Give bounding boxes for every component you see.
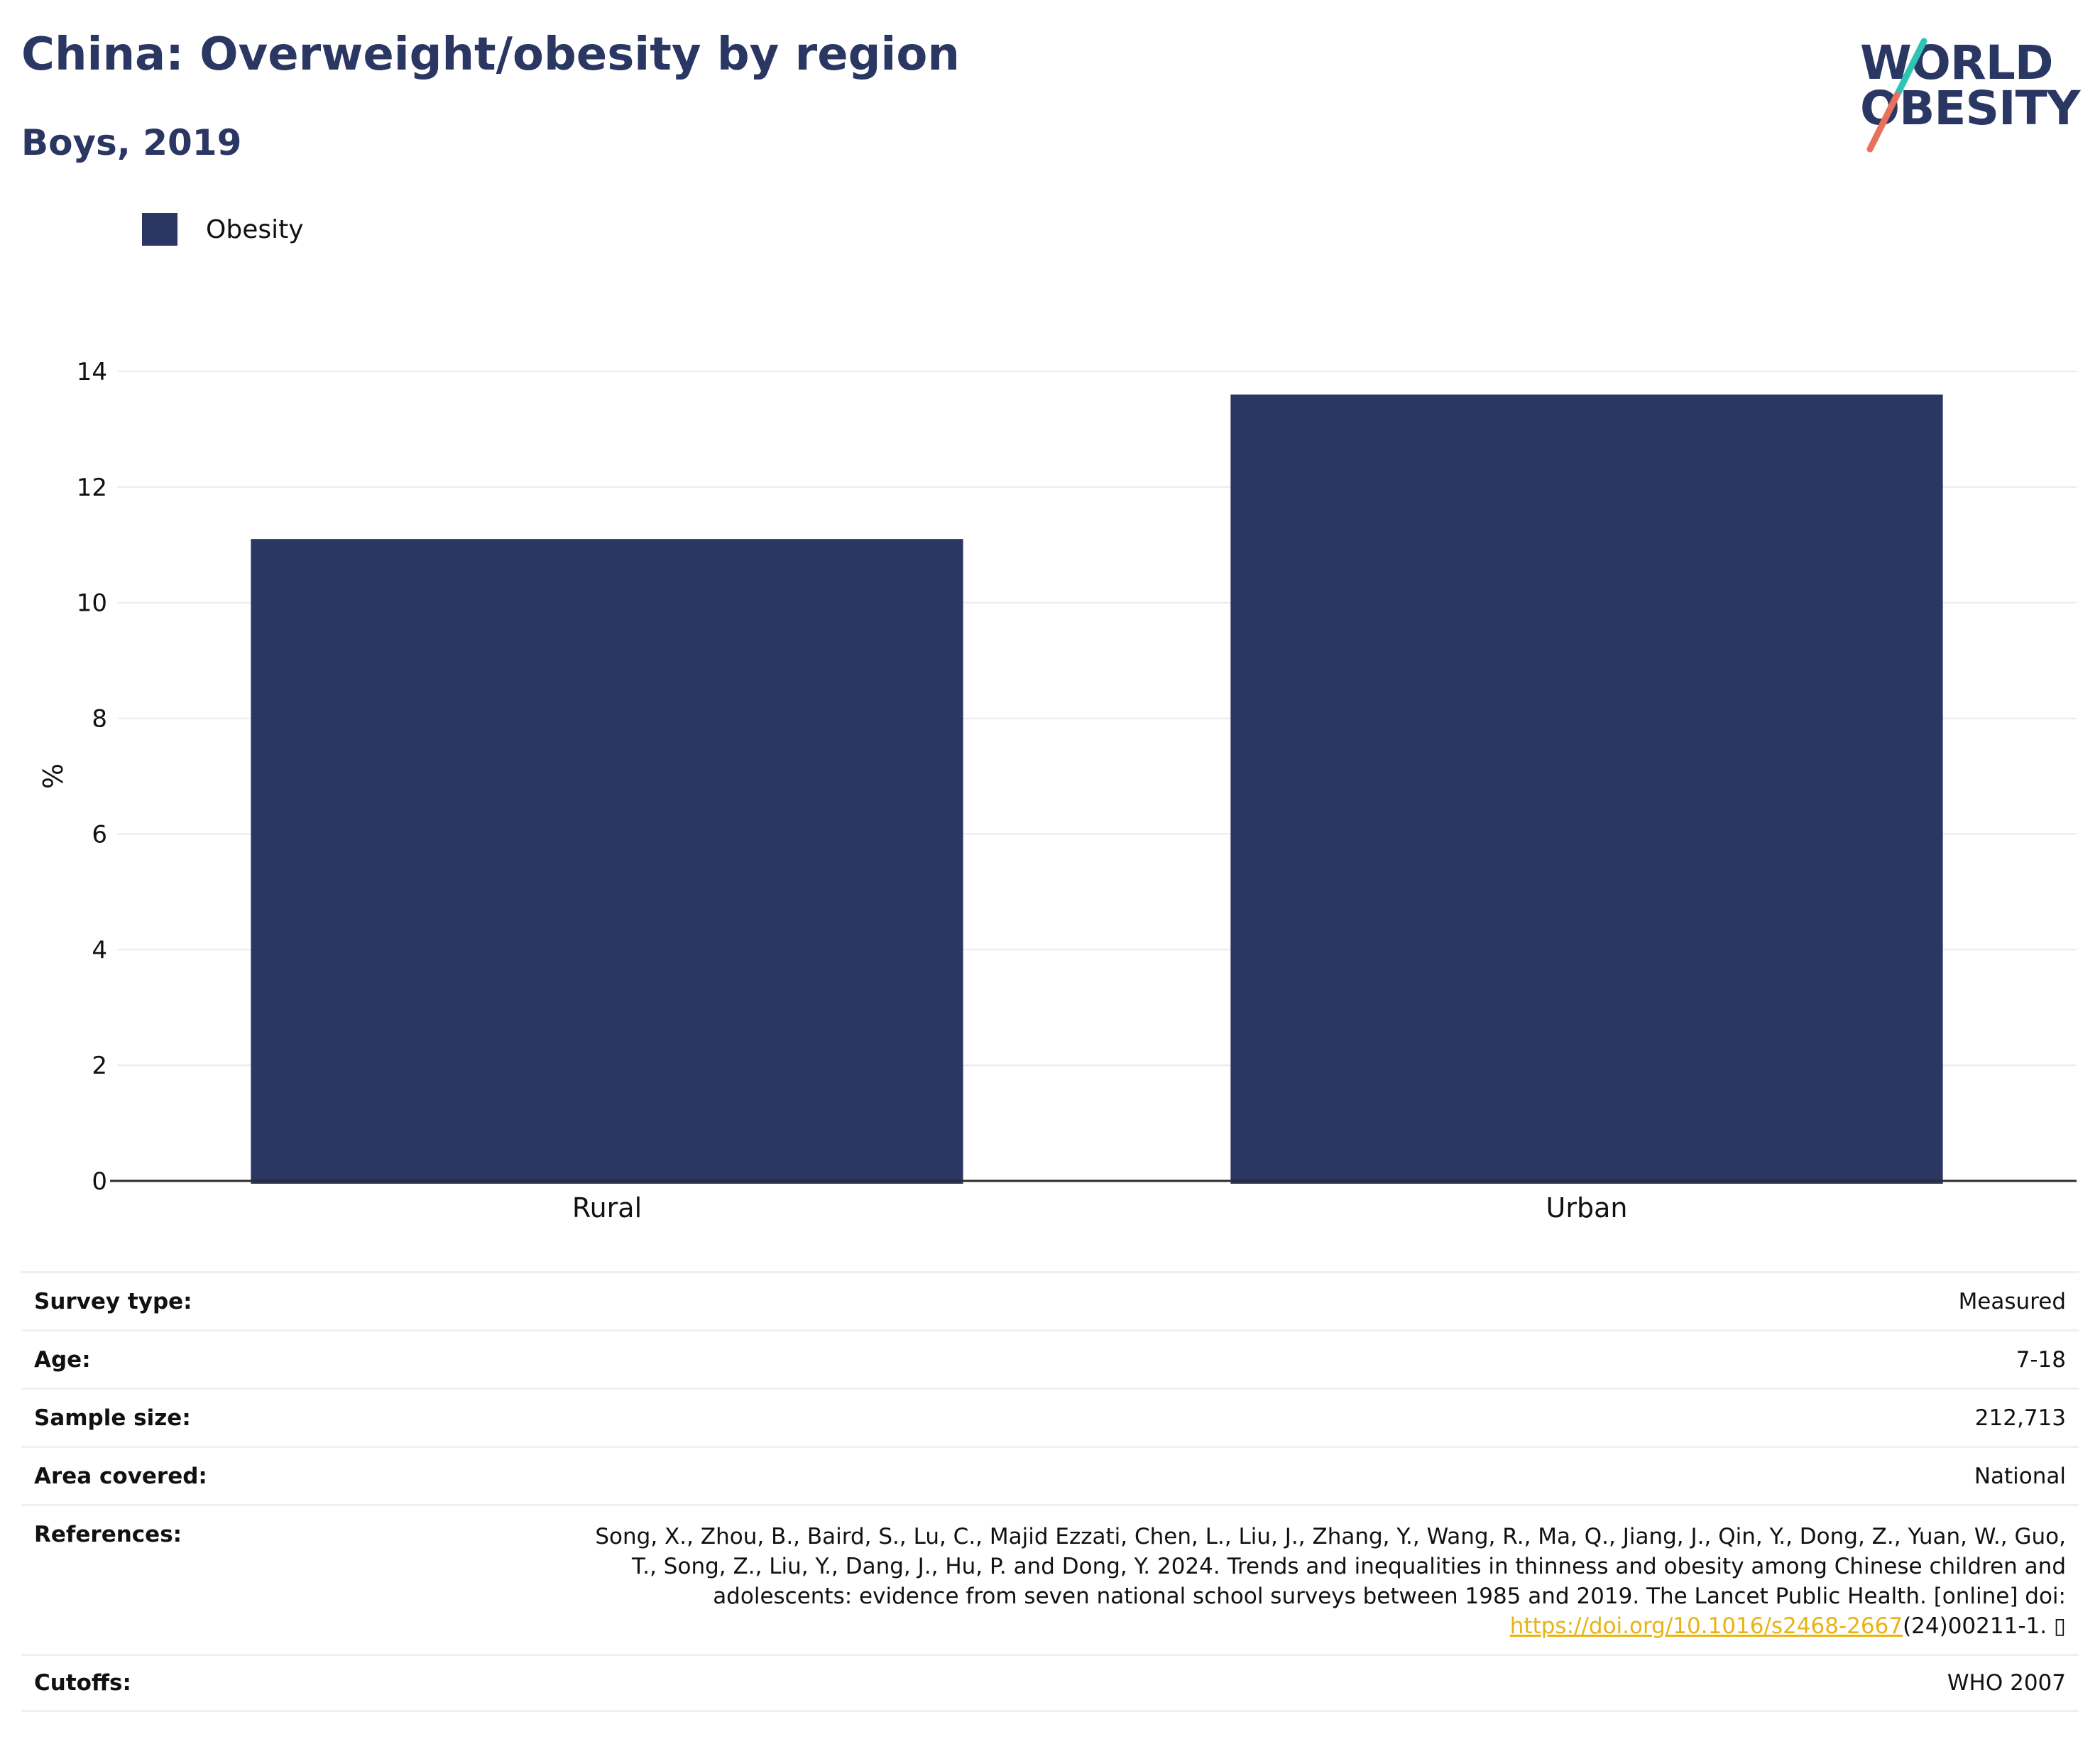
- x-axis-categories: Rural Urban: [572, 1192, 1628, 1224]
- info-row-sample-size: Sample size: 212,713: [21, 1388, 2079, 1446]
- y-tick-label: 0: [92, 1167, 107, 1196]
- info-row-cutoffs: Cutoffs: WHO 2007: [21, 1654, 2079, 1712]
- references-value: Song, X., Zhou, B., Baird, S., Lu, C., M…: [589, 1522, 2066, 1641]
- y-tick-label: 8: [92, 705, 107, 734]
- survey-type-value: Measured: [1958, 1288, 2066, 1314]
- x-category-label: Rural: [572, 1192, 642, 1224]
- logo-text-line1: WORLD: [1860, 36, 2054, 90]
- age-value: 7-18: [2016, 1346, 2066, 1373]
- area-covered-value: National: [1974, 1463, 2066, 1489]
- legend-swatch-obesity[interactable]: [142, 213, 177, 246]
- y-tick-label: 14: [77, 358, 107, 386]
- sample-size-value: 212,713: [1974, 1405, 2066, 1431]
- bar-chart: 0 2 4 6 8 10 12 14 Rural Urban %: [36, 358, 2077, 1224]
- legend-label-obesity[interactable]: Obesity: [206, 214, 304, 244]
- cutoffs-label: Cutoffs:: [34, 1670, 131, 1696]
- info-row-age: Age: 7-18: [21, 1329, 2079, 1388]
- references-doi-link[interactable]: https://doi.org/10.1016/s2468-2667: [1509, 1613, 1903, 1639]
- y-axis-ticks: 0 2 4 6 8 10 12 14: [77, 358, 107, 1196]
- y-axis-label: %: [36, 763, 67, 789]
- world-obesity-logo: WORLD OBESITY: [1853, 36, 2080, 156]
- age-label: Age:: [34, 1346, 91, 1373]
- y-tick-label: 2: [92, 1052, 107, 1080]
- y-tick-label: 4: [92, 936, 107, 964]
- info-row-survey-type: Survey type: Measured: [21, 1271, 2079, 1329]
- cutoffs-value: WHO 2007: [1947, 1670, 2066, 1696]
- references-label: References:: [34, 1522, 182, 1547]
- survey-info-table: Survey type: Measured Age: 7-18 Sample s…: [21, 1271, 2079, 1712]
- info-row-area: Area covered: National: [21, 1446, 2079, 1504]
- logo-slash-icon: [1866, 38, 1927, 153]
- x-category-label: Urban: [1546, 1192, 1628, 1224]
- bar-urban[interactable]: [1230, 394, 1943, 1184]
- area-covered-label: Area covered:: [34, 1463, 207, 1489]
- chart-subtitle: Boys, 2019: [21, 122, 242, 163]
- legend: Obesity: [142, 213, 304, 246]
- y-tick-label: 12: [77, 474, 107, 502]
- survey-type-label: Survey type:: [34, 1288, 192, 1314]
- chart-title: China: Overweight/obesity by region: [21, 28, 960, 81]
- sample-size-label: Sample size:: [34, 1405, 191, 1431]
- info-row-references: References: Song, X., Zhou, B., Baird, S…: [21, 1504, 2079, 1654]
- y-tick-label: 10: [77, 589, 107, 618]
- references-text: Song, X., Zhou, B., Baird, S., Lu, C., M…: [595, 1524, 2066, 1609]
- bar-rural[interactable]: [251, 539, 963, 1184]
- references-suffix: (24)00211-1. ▯: [1903, 1613, 2066, 1639]
- y-tick-label: 6: [92, 820, 107, 849]
- bars: [251, 394, 1943, 1184]
